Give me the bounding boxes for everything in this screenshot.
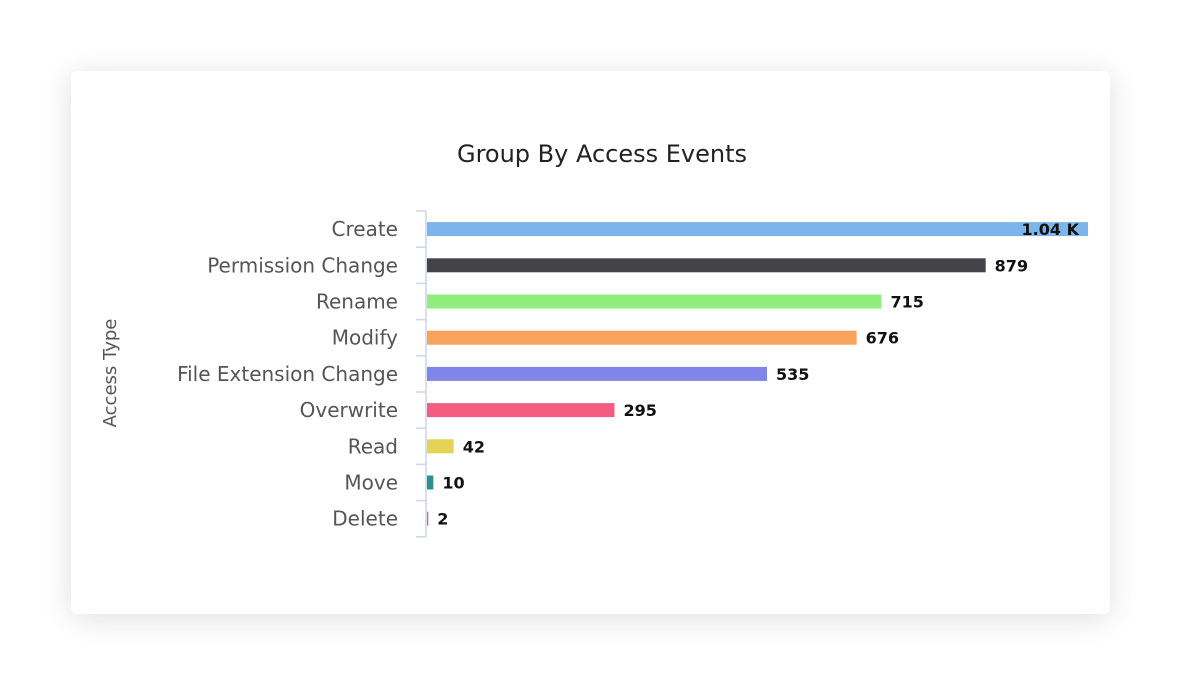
- y-axis-label: Access Type: [100, 319, 121, 428]
- bar[interactable]: [427, 258, 986, 273]
- bar[interactable]: [427, 403, 615, 418]
- category-label: Read: [348, 434, 398, 458]
- category-label: Rename: [316, 290, 398, 314]
- bar[interactable]: [427, 366, 768, 381]
- data-label: 676: [866, 329, 899, 348]
- bar[interactable]: [427, 222, 1088, 237]
- bar[interactable]: [427, 330, 857, 345]
- category-label: Delete: [332, 507, 398, 531]
- category-label: Create: [332, 217, 398, 241]
- category-label: Move: [344, 471, 398, 495]
- data-label: 42: [463, 437, 485, 456]
- bar[interactable]: [427, 511, 429, 526]
- bar[interactable]: [427, 439, 454, 454]
- category-label: Overwrite: [300, 398, 398, 422]
- category-label: Modify: [332, 326, 398, 350]
- data-label: 535: [776, 365, 809, 384]
- chart-title: Group By Access Events: [457, 140, 747, 168]
- data-label: 2: [437, 510, 448, 529]
- data-label: 295: [623, 401, 656, 420]
- bar[interactable]: [427, 294, 882, 309]
- bar[interactable]: [427, 475, 434, 490]
- category-label: File Extension Change: [177, 362, 398, 386]
- data-label: 10: [442, 474, 464, 493]
- category-label: Permission Change: [207, 253, 398, 277]
- data-label: 1.04 K: [1022, 220, 1080, 239]
- data-label: 715: [890, 293, 923, 312]
- y-axis: Create Permission Change Rename Modify File …: [177, 210, 427, 538]
- data-label: 879: [995, 256, 1028, 275]
